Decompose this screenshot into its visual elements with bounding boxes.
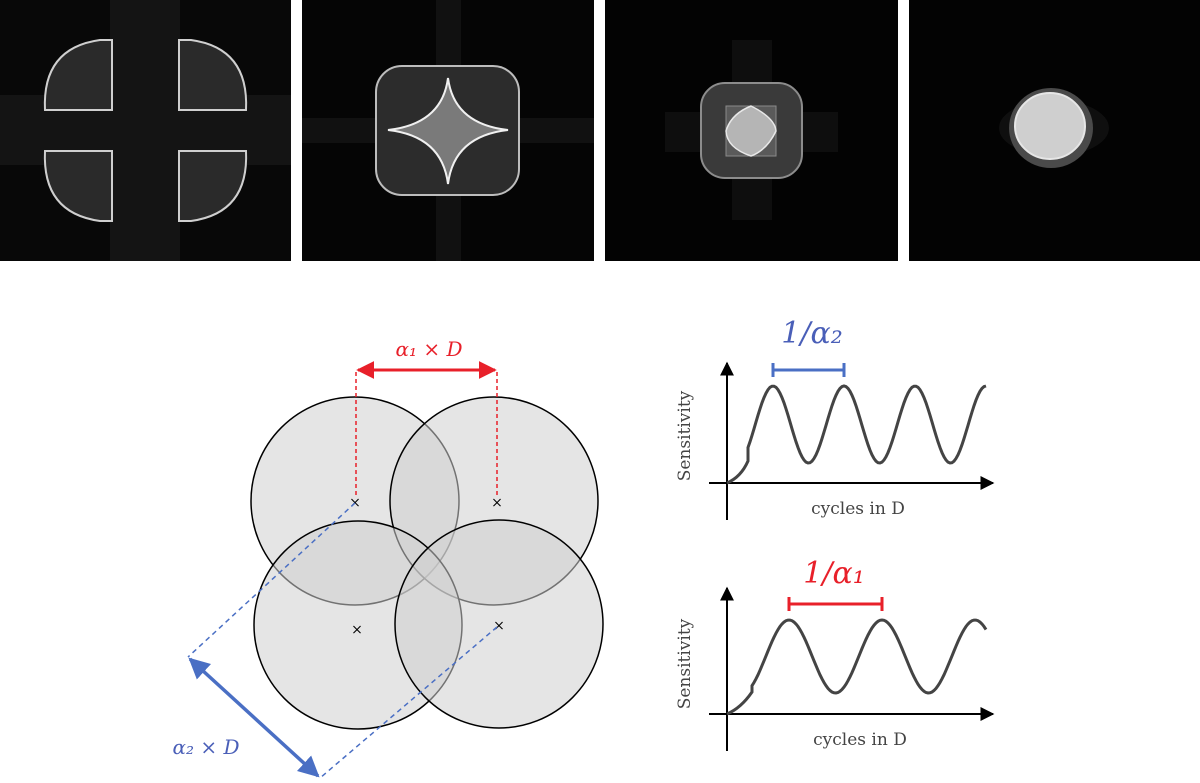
alpha2-label: α₂ × D xyxy=(172,735,239,759)
plot-bottom-sensitivity-curve xyxy=(726,618,988,716)
image-panel-disc xyxy=(909,0,1200,261)
image-panel-nested-square xyxy=(605,0,898,261)
alpha1-label: α₁ × D xyxy=(395,337,462,361)
overlap-diagram: × × × × α₁ × D α₂ × D 1/α₂ Sensitivity c… xyxy=(172,316,995,779)
star-pattern-graphic xyxy=(302,0,594,261)
alpha2-dimension-arrow xyxy=(188,657,320,778)
circle-bottom-right xyxy=(394,519,604,729)
circle-group xyxy=(250,396,604,730)
plot-top-sensitivity-curve xyxy=(726,384,987,485)
disc-pattern-graphic xyxy=(909,0,1200,261)
center-marker-2: × xyxy=(491,495,503,511)
sensitivity-plot-top: 1/α₂ Sensitivity cycles in D xyxy=(675,316,995,520)
plot-top-ylabel: Sensitivity xyxy=(675,390,695,481)
nested-square-pattern-graphic xyxy=(605,0,898,261)
four-lobe-pattern-graphic xyxy=(0,0,291,261)
sensitivity-plot-bottom: 1/α₁ Sensitivity cycles in D xyxy=(675,556,995,751)
center-marker-3: × xyxy=(351,622,363,638)
plot-bottom-ylabel: Sensitivity xyxy=(675,618,695,709)
image-panel-four-lobes xyxy=(0,0,291,261)
plot-bottom-period-label: 1/α₁ xyxy=(803,556,864,591)
plot-top-xlabel: cycles in D xyxy=(811,499,905,519)
alpha2-guide-top xyxy=(187,502,356,658)
center-marker-4: × xyxy=(493,618,505,634)
plot-bottom-xlabel: cycles in D xyxy=(813,730,907,750)
alpha2-guide-bottom xyxy=(319,626,498,779)
image-panel-star xyxy=(302,0,594,261)
plot-top-period-label: 1/α₂ xyxy=(781,316,842,351)
